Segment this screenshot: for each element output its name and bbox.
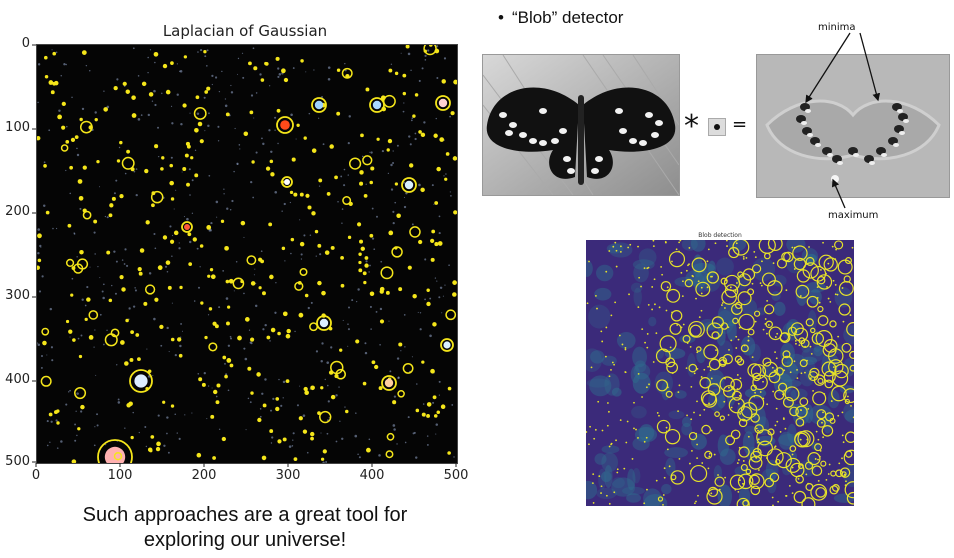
- x-tick-label: 0: [31, 468, 41, 483]
- kernel-center-dot: [714, 124, 720, 130]
- y-tick-label: 200: [5, 204, 30, 219]
- convolution-symbol: *: [684, 109, 699, 144]
- x-tick-label: 100: [107, 468, 133, 483]
- caption-line-2: exploring our universe!: [143, 529, 347, 551]
- blob-detection-title: Blob detection: [698, 232, 742, 239]
- bullet-glyph: •: [498, 8, 504, 27]
- equals-symbol: =: [732, 114, 748, 135]
- y-tick-label: 400: [5, 372, 30, 387]
- y-tick-label: 100: [5, 120, 30, 135]
- butterfly-image: [482, 54, 680, 196]
- blob-detector-heading: • “Blob” detector: [498, 8, 623, 28]
- x-tick-label: 400: [359, 468, 385, 483]
- y-tick-label: 0: [21, 36, 30, 51]
- blob-detection-image: [586, 240, 854, 506]
- log-figure-title: Laplacian of Gaussian: [162, 22, 328, 40]
- y-tick-label: 500: [5, 454, 30, 469]
- filter-response-svg: [757, 55, 949, 197]
- butterfly-svg: [483, 55, 679, 195]
- x-tick-label: 300: [275, 468, 301, 483]
- heading-text: “Blob” detector: [511, 8, 624, 27]
- star-field-svg: [37, 45, 457, 463]
- maximum-label: maximum: [828, 210, 879, 221]
- log-kernel-image: [708, 118, 726, 136]
- filter-response-image: [756, 54, 950, 198]
- y-tick-label: 300: [5, 288, 30, 303]
- x-tick-label: 200: [191, 468, 217, 483]
- caption: Such approaches are a great tool for exp…: [0, 503, 490, 553]
- blob-detection-svg: [586, 240, 854, 506]
- caption-line-1: Such approaches are a great tool for: [82, 504, 408, 526]
- log-star-field-image: [36, 44, 458, 464]
- minima-label: minima: [818, 22, 856, 33]
- x-tick-label: 500: [443, 468, 469, 483]
